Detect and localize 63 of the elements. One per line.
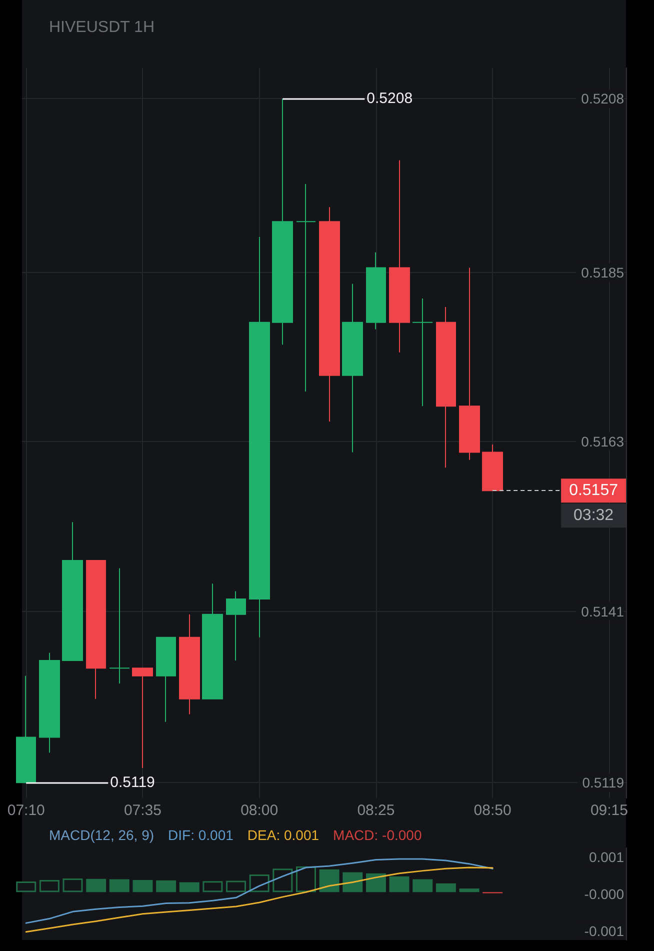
bar [226,880,246,892]
candlestick [366,252,386,330]
bar [342,872,363,892]
candlestick [482,444,503,492]
candlestick [389,160,410,353]
text: MACD: -0.000 [333,826,422,844]
x-tick-label: 08:50 [474,802,512,819]
bar [156,880,176,892]
text: DEA: 0.001 [247,826,320,844]
x-tick-label: 08:25 [357,802,395,819]
x-tick-label: 07:10 [7,802,45,819]
bar [86,878,106,892]
bar [296,866,316,892]
chart-title: MACD(12, 26, 9) [49,826,154,844]
candlestick [132,668,153,769]
candlestick [319,206,340,422]
candlestick [296,184,316,392]
bar [389,876,410,892]
candlestick [436,306,456,468]
candlestick [412,298,433,407]
y-tick-label: -0.001 [584,922,624,939]
y-tick-label: 0.5163 [581,433,624,450]
x-tick-label: 08:00 [240,802,278,819]
y-tick-label: -0.000 [584,886,624,902]
y-tick-label: 0.5208 [581,90,624,107]
y-tick-label: 0.001 [588,849,624,866]
annotation: 0.5208 [366,90,413,108]
y-tick-label: 0.5141 [581,603,624,620]
candlestick [226,590,246,661]
candlestick [16,675,36,784]
candlestick [109,568,130,684]
annotation: 0.5119 [110,774,155,792]
candlestick [156,636,176,722]
bar [436,883,456,892]
chart-title: HIVEUSDT 1H [49,19,155,37]
line-series [25,866,494,933]
bar [319,869,340,892]
y-tick-label: 0.5185 [581,264,624,280]
bar [272,868,293,892]
candlestick [342,283,363,453]
candlestick [86,560,106,700]
candlestick [179,614,200,715]
ref-line-label: 0.5157 [569,482,618,500]
bar [366,873,386,892]
candlestick [202,583,223,700]
bar [412,879,433,892]
annotation: 03:32 [574,507,614,524]
candlestick [272,98,293,346]
candlestick [62,522,83,661]
text: DIF: 0.001 [168,826,234,844]
bar [179,882,200,892]
candlestick [39,652,60,754]
x-tick-label: 07:35 [124,802,162,819]
bar [62,878,83,892]
bar [202,881,223,892]
x-tick-label: 09:15 [590,802,628,819]
bar [459,888,480,892]
y-tick-label: 0.5119 [582,774,624,791]
bar [109,879,130,892]
bar [132,880,153,892]
line-series [25,858,494,924]
candlestick [459,267,480,460]
bar [39,880,60,892]
